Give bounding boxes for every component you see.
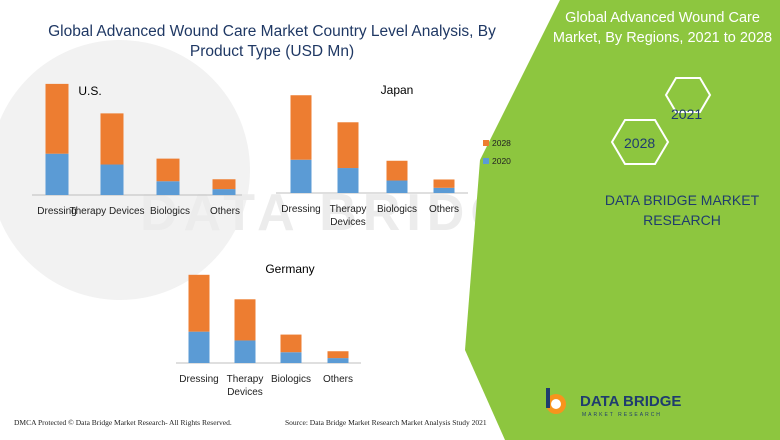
germany-tick-label: Biologics [271,374,311,385]
u-s-bar-2020-biologics [156,181,180,195]
japan-tick-label: Others [429,204,459,215]
side-panel-title: Global Advanced Wound Care Market, By Re… [552,10,773,46]
year-2028-label: 2028 [624,135,656,151]
u-s-bar-2020-therapy-devices [100,164,124,195]
brand-name: DATA BRIDGE MARKET RESEARCH [604,192,760,228]
japan-tick-label: Therapy Devices [330,204,367,228]
japan-bar-2028-therapy-devices [337,122,359,169]
u-s-tick-label: Others [210,206,240,217]
japan-tick-label: Biologics [377,204,417,215]
japan-chart-title: Japan [381,83,414,97]
u-s-bar-2028-biologics [156,158,180,182]
hexagon-2028 [610,119,670,165]
footer-source: Source: Data Bridge Market Research Mark… [285,418,487,427]
legend-label-2028: 2028 [492,138,511,148]
japan-bar-2020-therapy-devices [337,168,359,193]
legend-label-2020: 2020 [492,156,511,166]
footer-copyright: DMCA Protected © Data Bridge Market Rese… [14,418,232,427]
germany-bar-2020-therapy-devices [234,340,256,363]
legend-swatch-2020 [483,158,489,164]
germany-bar-2020-biologics [280,352,302,363]
u-s-tick-label: Dressing [37,206,76,217]
japan-bar-2028-others [433,179,455,188]
u-s-chart-title: U.S. [78,84,101,98]
japan-tick-label: Dressing [281,204,320,215]
logo-name: DATA BRIDGE [580,393,682,410]
u-s-bar-2028-therapy-devices [100,113,124,165]
u-s-bar-2020-dressing [45,153,69,195]
main-title: Global Advanced Wound Care Market Countr… [48,23,496,60]
logo-tagline: MARKET RESEARCH [582,412,662,418]
germany-bar-2020-dressing [188,331,210,363]
u-s-tick-label: Therapy Devices [69,206,144,217]
u-s-bar-2028-others [212,179,236,190]
japan-bar-2020-dressing [290,159,312,193]
germany-bar-2028-dressing [188,274,210,332]
germany-bar-2028-biologics [280,334,302,353]
germany-tick-label: Dressing [179,374,218,385]
u-s-bar-2020-others [212,189,236,195]
germany-tick-label: Therapy Devices [227,374,264,398]
germany-bar-2028-therapy-devices [234,299,256,341]
year-2021-label: 2021 [671,106,703,122]
hexagon-2021 [664,77,712,113]
u-s-tick-label: Biologics [150,206,190,217]
u-s-bar-2028-dressing [45,83,69,154]
germany-chart-title: Germany [265,262,314,276]
logo-mark [546,388,566,414]
germany-tick-label: Others [323,374,353,385]
japan-bar-2020-others [433,187,455,193]
japan-bar-2028-dressing [290,95,312,160]
legend-swatch-2028 [483,140,489,146]
germany-bar-2020-others [327,358,349,363]
japan-bar-2028-biologics [386,160,408,181]
germany-bar-2028-others [327,351,349,359]
japan-bar-2020-biologics [386,180,408,193]
